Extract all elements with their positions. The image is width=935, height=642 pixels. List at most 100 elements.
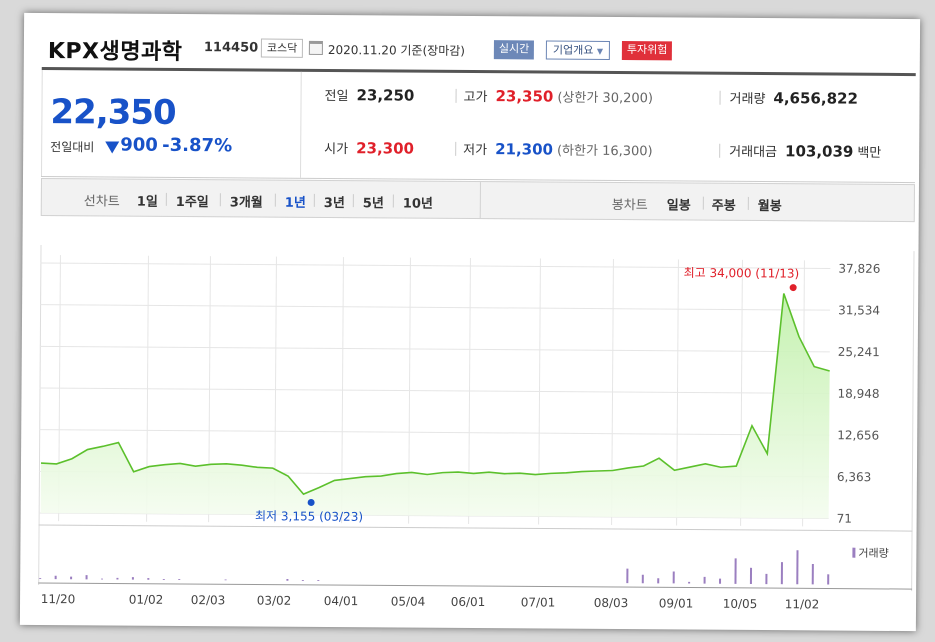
market-tag: 코스닥 bbox=[260, 38, 304, 58]
price-line bbox=[40, 293, 830, 496]
calendar-icon bbox=[308, 40, 323, 55]
volume-bar bbox=[100, 578, 104, 580]
volume-bar bbox=[657, 578, 660, 584]
low-label: 저가 bbox=[463, 142, 488, 159]
x-tick-label: 06/01 bbox=[451, 595, 486, 609]
volume-bar bbox=[85, 575, 88, 580]
trade-value: 거래대금 103,039 백만 bbox=[729, 141, 881, 161]
volume-bar bbox=[54, 575, 57, 580]
x-tick-label: 02/03 bbox=[191, 593, 226, 607]
risk-badge[interactable]: 투자위험 bbox=[621, 41, 673, 61]
volume-bar bbox=[178, 579, 181, 580]
candle-daily[interactable]: 일봉 bbox=[666, 198, 691, 214]
volume-bar bbox=[116, 577, 119, 580]
volume: 거래량 4,656,822 bbox=[730, 88, 858, 108]
caret-down-icon: ▼ bbox=[596, 46, 604, 56]
volume-baseline bbox=[38, 582, 913, 590]
x-tick-label: 04/01 bbox=[324, 594, 359, 608]
y-tick-label: 25,241 bbox=[838, 345, 880, 359]
upper-limit: (상한가 30,200) bbox=[557, 90, 654, 107]
volume-bar bbox=[317, 580, 320, 581]
x-tick-label: 10/05 bbox=[723, 597, 758, 611]
prev-close-label: 전일 bbox=[324, 88, 349, 105]
volume-bar bbox=[39, 578, 42, 580]
period-1d[interactable]: 1일 bbox=[136, 194, 158, 210]
volume-legend-label: 거래량 bbox=[858, 547, 888, 560]
period-1w[interactable]: 1주일 bbox=[175, 194, 209, 211]
volume-bar bbox=[286, 579, 289, 581]
volume-bar bbox=[131, 577, 134, 580]
prev-close-value: 23,250 bbox=[356, 86, 415, 105]
volume-bar bbox=[703, 576, 706, 584]
y-tick-label: 37,826 bbox=[838, 262, 880, 276]
volume-value: 4,656,822 bbox=[773, 89, 858, 108]
x-tick-label: 01/02 bbox=[129, 593, 164, 607]
max-label: 최고 34,000 (11/13) bbox=[684, 266, 800, 281]
volume-bar bbox=[827, 574, 830, 585]
grid-line-h bbox=[39, 429, 830, 436]
volume-bar bbox=[688, 581, 691, 584]
x-tick-label: 05/04 bbox=[391, 594, 426, 608]
period-5y[interactable]: 5년 bbox=[362, 196, 384, 212]
date-text: 2020.11.20 기준(장마감) bbox=[327, 43, 466, 58]
volume-bar bbox=[626, 568, 629, 584]
trade-value-value: 103,039 bbox=[784, 142, 854, 161]
x-tick-label: 03/02 bbox=[257, 594, 292, 608]
down-arrow-icon bbox=[105, 141, 120, 154]
x-tick-label: 11/02 bbox=[785, 597, 820, 611]
volume-bar bbox=[719, 578, 722, 584]
grid-line-h bbox=[39, 387, 830, 395]
current-price: 22,350 bbox=[50, 92, 176, 133]
period-3y[interactable]: 3년 bbox=[323, 195, 345, 212]
volume-bar bbox=[734, 558, 737, 584]
candle-monthly[interactable]: 월봉 bbox=[757, 199, 782, 215]
grid-line-h bbox=[39, 345, 830, 353]
candle-weekly[interactable]: 주봉 bbox=[711, 198, 736, 214]
min-marker bbox=[307, 498, 315, 506]
period-1y[interactable]: 1년 bbox=[284, 195, 306, 211]
change-percent: -3.87% bbox=[162, 134, 233, 157]
price-chart[interactable]: 37,826 31,534 25,241 18,948 12,656 6,363 71 11/… bbox=[38, 245, 914, 611]
volume-bar bbox=[796, 550, 799, 585]
prev-close: 전일 23,250 bbox=[324, 85, 415, 105]
candle-chart-label: 봉차트 bbox=[611, 197, 648, 214]
volume-bar bbox=[672, 571, 675, 584]
volume-bar bbox=[224, 579, 227, 581]
volume-label: 거래량 bbox=[729, 91, 766, 108]
high-label: 고가 bbox=[463, 89, 488, 106]
y-tick-label: 31,534 bbox=[838, 303, 880, 317]
quote-panel: 22,350 전일대비 900 -3.87% 전일 23,250 시가 23,300… bbox=[41, 70, 916, 184]
min-label: 최저 3,155 (03/23) bbox=[255, 509, 363, 524]
grid-line-h bbox=[40, 304, 831, 311]
volume-bar bbox=[70, 576, 73, 580]
y-tick-label: 71 bbox=[837, 512, 852, 526]
volume-bar bbox=[641, 574, 644, 584]
trade-value-unit: 백만 bbox=[857, 145, 882, 161]
volume-bar bbox=[162, 579, 165, 580]
trade-value-label: 거래대금 bbox=[729, 144, 778, 161]
company-name: KPX생명과학 bbox=[47, 39, 183, 65]
open-label: 시가 bbox=[324, 141, 349, 158]
stock-code: 114450 bbox=[203, 40, 259, 56]
grid-line-h bbox=[40, 262, 831, 270]
volume-bar bbox=[811, 563, 814, 585]
volume-bar bbox=[301, 579, 304, 581]
open-price: 시가 23,300 bbox=[324, 138, 414, 158]
lower-limit: (하한가 16,300) bbox=[556, 143, 653, 160]
period-3m[interactable]: 3개월 bbox=[229, 195, 263, 211]
low-price: 저가 21,300 (하한가 16,300) bbox=[463, 139, 653, 159]
change-value: 900 bbox=[120, 134, 158, 156]
price-area bbox=[40, 293, 830, 519]
corp-info-label: 기업개요 bbox=[552, 43, 594, 57]
corp-info-dropdown[interactable]: 기업개요 ▼ bbox=[545, 40, 611, 60]
y-tick-label: 6,363 bbox=[837, 470, 871, 484]
change-label: 전일대비 bbox=[50, 140, 95, 155]
chart-separator bbox=[38, 524, 913, 532]
max-marker bbox=[789, 284, 797, 292]
period-10y[interactable]: 10년 bbox=[402, 196, 433, 212]
realtime-button[interactable]: 실시간 bbox=[493, 40, 535, 60]
high-price: 고가 23,350 (상한가 30,200) bbox=[464, 86, 654, 106]
price-box: 22,350 전일대비 900 -3.87% bbox=[41, 70, 302, 178]
volume-bar bbox=[147, 578, 150, 580]
period-bar: 선차트 1일 1주일 3개월 1년 3년 5년 10년 봉차트 일봉 주봉 월봉 bbox=[40, 178, 915, 223]
